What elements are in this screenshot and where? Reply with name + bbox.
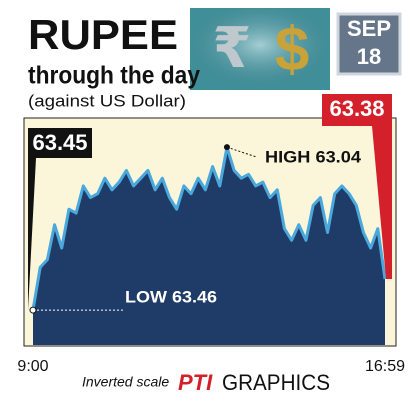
plot [31,145,387,345]
currency-image: ₹ $ [190,8,330,90]
low-point [29,306,37,314]
credit: GRAPHICS [222,370,330,395]
svg-text:$: $ [275,15,309,84]
close-label: 63.38 [329,96,384,121]
plot-frame [23,117,397,347]
svg-text:₹: ₹ [213,16,252,79]
open-label: 63.45 [32,130,87,155]
high-leader [226,146,258,158]
low-label: LOW 63.46 [125,288,217,307]
credit-logo: PTI [178,370,213,395]
open-flag [28,128,92,311]
date-day: 18 [357,44,381,69]
line [31,145,387,311]
chart-subtitle: through the day [28,62,200,90]
area [33,147,385,345]
chart-note: (against US Dollar) [28,91,186,110]
close-flag [322,94,392,280]
high-point [223,144,230,151]
chart-title: RUPEE [28,11,178,58]
x-tick-label: 16:59 [365,358,405,375]
date-box: SEP 18 [336,12,402,76]
scale-note: Inverted scale [82,374,169,390]
x-tick-label: 9:00 [17,358,48,375]
high-label: HIGH 63.04 [265,148,362,167]
date-month: SEP [347,16,391,41]
